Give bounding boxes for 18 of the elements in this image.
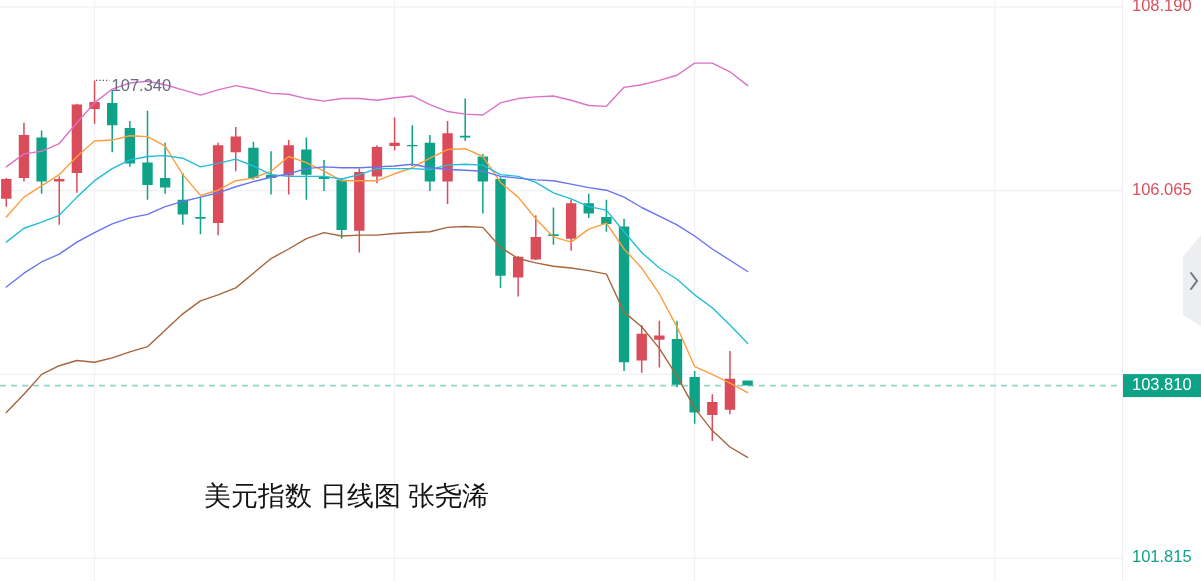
candlestick [336,178,347,239]
line-series [5,154,749,344]
text: 美元指数 日线图 张尧浠 [204,481,490,512]
line-series [5,135,749,394]
candlestick [460,98,471,141]
line-series [5,62,749,168]
candlestick [159,142,171,194]
candlestick [107,89,118,153]
y-tick-label: 101.815 [1132,547,1192,566]
candlestick [36,130,47,194]
candlestick [230,127,241,172]
candlestick [742,380,753,386]
y-tick-label: 108.190 [1132,0,1192,15]
candlestick [1,178,12,207]
line-series [5,163,749,288]
y-tick-label: 106.065 [1132,180,1192,198]
line-series [5,225,749,459]
ref-line-label: 103.810 [1132,375,1192,394]
